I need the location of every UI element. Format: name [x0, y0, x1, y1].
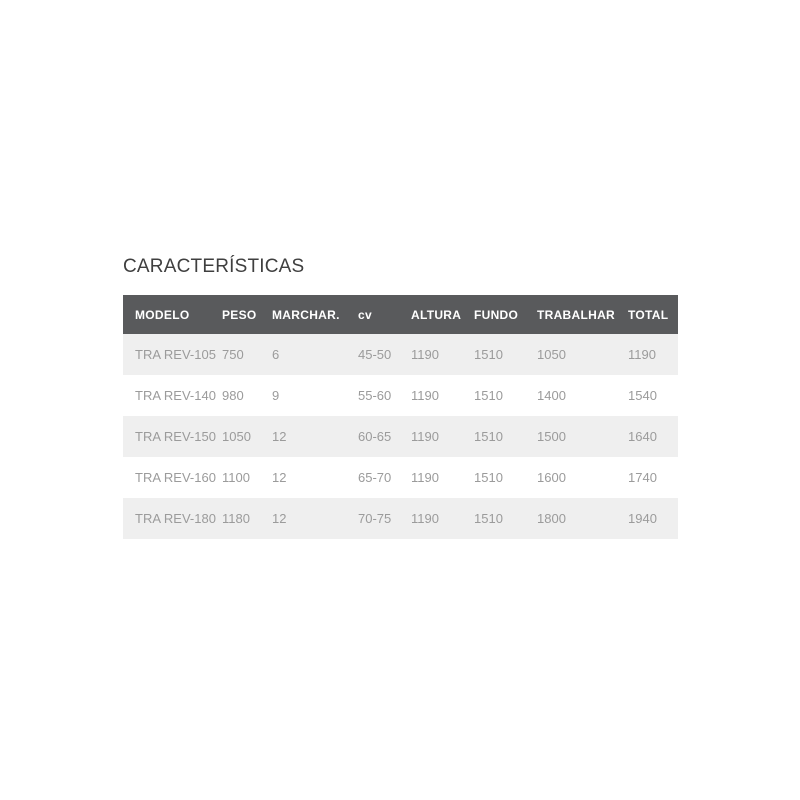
- table-cell: 1510: [474, 388, 503, 403]
- table-cell: 1940: [628, 511, 657, 526]
- table-cell: 1190: [411, 388, 439, 403]
- model-cell: TRA REV-160: [135, 470, 216, 485]
- header-cell-fundo: FUNDO: [474, 307, 519, 322]
- table-cell: 9: [272, 388, 280, 403]
- model-cell: TRA REV-140: [135, 388, 216, 403]
- table-row: TRA REV-160 1100 12 65-70 1190 1510 1600 1740: [123, 457, 678, 498]
- table-cell: 1050: [222, 429, 251, 444]
- table-cell: 6: [272, 347, 280, 362]
- header-cell-cv: cv: [358, 307, 372, 322]
- characteristics-table: MODELO PESO MARCHAR. cv ALTURA FUNDO TRABALHAR…: [123, 295, 678, 539]
- characteristics-section: CARACTERÍSTICAS MODELO PESO MARCHAR. cv ALTU…: [123, 256, 678, 539]
- table-cell: 1180: [222, 511, 250, 526]
- model-cell: TRA REV-105: [135, 347, 216, 362]
- table-cell: 65-70: [358, 470, 392, 485]
- table-cell: 1510: [474, 470, 503, 485]
- table-row: TRA REV-105 750 6 45-50 1190 1510 1050 1190: [123, 334, 678, 375]
- table-cell: 1500: [537, 429, 566, 444]
- table-cell: 1100: [222, 470, 250, 485]
- table-cell: 1740: [628, 470, 657, 485]
- table-cell: 1190: [411, 470, 439, 485]
- header-cell-altura: ALTURA: [411, 307, 462, 322]
- table-cell: 1510: [474, 429, 503, 444]
- table-header-row: MODELO PESO MARCHAR. cv ALTURA FUNDO TRABALHAR…: [123, 295, 678, 334]
- table-cell: 1190: [411, 429, 439, 444]
- table-cell: 1400: [537, 388, 566, 403]
- section-title: CARACTERÍSTICAS: [123, 256, 305, 277]
- table-cell: 1600: [537, 470, 566, 485]
- header-cell-trabalhar: TRABALHAR: [537, 307, 616, 322]
- table-cell: 1190: [628, 347, 656, 362]
- table-cell: 1190: [411, 511, 439, 526]
- table-cell: 55-60: [358, 388, 392, 403]
- table-cell: 12: [272, 470, 287, 485]
- table-cell: 45-50: [358, 347, 392, 362]
- header-cell-marchar: MARCHAR.: [272, 307, 340, 322]
- table-cell: 750: [222, 347, 244, 362]
- table-cell: 1640: [628, 429, 657, 444]
- header-cell-total: TOTAL: [628, 307, 669, 322]
- model-cell: TRA REV-180: [135, 511, 216, 526]
- table-cell: 1050: [537, 347, 566, 362]
- table-cell: 12: [272, 429, 287, 444]
- table-cell: 1540: [628, 388, 657, 403]
- table-cell: 1800: [537, 511, 566, 526]
- table-row: TRA REV-150 1050 12 60-65 1190 1510 1500 1640: [123, 416, 678, 457]
- table-cell: 980: [222, 388, 244, 403]
- table-cell: 1510: [474, 347, 503, 362]
- header-cell-modelo: MODELO: [135, 307, 190, 322]
- table-cell: 70-75: [358, 511, 392, 526]
- table-row: TRA REV-140 980 9 55-60 1190 1510 1400 1540: [123, 375, 678, 416]
- table-row: TRA REV-180 1180 12 70-75 1190 1510 1800 1940: [123, 498, 678, 539]
- table-cell: 60-65: [358, 429, 392, 444]
- table-cell: 12: [272, 511, 287, 526]
- model-cell: TRA REV-150: [135, 429, 216, 444]
- table-cell: 1190: [411, 347, 439, 362]
- header-cell-peso: PESO: [222, 307, 257, 322]
- table-cell: 1510: [474, 511, 503, 526]
